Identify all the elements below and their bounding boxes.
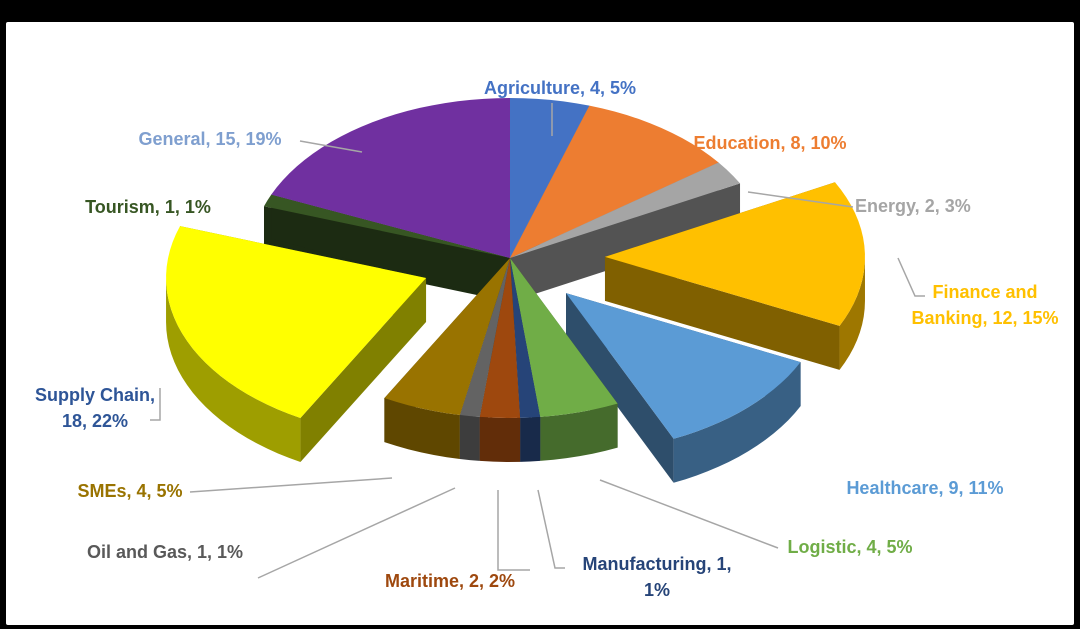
leader-line-maritime xyxy=(497,490,530,571)
leader-line-smes xyxy=(189,477,393,493)
slice-tourism xyxy=(264,194,510,258)
slice-wall-energy xyxy=(510,183,741,302)
slice-finance-and-banking xyxy=(604,182,865,326)
data-label-oil-and-gas: Oil and Gas, 1, 1% xyxy=(87,542,243,562)
data-label-general: General, 15, 19% xyxy=(138,129,281,149)
slice-wall-tourism xyxy=(271,194,510,302)
slice-rim-supply-chain xyxy=(166,277,301,463)
slice-wall-healthcare xyxy=(566,293,674,483)
slice-rim-oil-and-gas xyxy=(459,415,480,461)
data-label-smes: SMEs, 4, 5% xyxy=(77,481,182,501)
leader-line-logistic xyxy=(599,479,779,549)
slice-energy xyxy=(510,162,741,258)
slice-rim-smes xyxy=(384,398,460,460)
data-label-finance-and-banking: Finance and Banking, 12, 15% xyxy=(911,282,1058,328)
data-label-agriculture: Agriculture, 4, 5% xyxy=(484,78,636,98)
slice-rim-manufacturing xyxy=(520,416,541,462)
slice-wall-supply-chain xyxy=(300,277,427,463)
data-label-energy: Energy, 2, 3% xyxy=(855,196,971,216)
slice-smes xyxy=(384,258,510,416)
leader-line-manufacturing xyxy=(537,489,565,569)
slice-rim-maritime xyxy=(479,416,521,462)
data-label-education: Education, 8, 10% xyxy=(693,133,846,153)
data-label-supply-chain: Supply Chain, 18, 22% xyxy=(35,385,155,431)
slice-education xyxy=(510,105,719,258)
leader-line-general xyxy=(299,140,363,153)
slice-wall-finance-and-banking xyxy=(604,256,840,370)
slice-rim-logistic xyxy=(540,403,618,461)
slice-rim-finance-and-banking xyxy=(839,256,865,370)
leader-line-oil-and-gas xyxy=(257,487,456,579)
data-label-logistic: Logistic, 4, 5% xyxy=(787,537,912,557)
slice-supply-chain xyxy=(166,226,427,419)
data-label-tourism: Tourism, 1, 1% xyxy=(85,197,211,217)
leader-line-supply-chain xyxy=(150,388,161,421)
slice-rim-healthcare xyxy=(673,362,801,483)
slice-maritime xyxy=(479,258,521,418)
slice-manufacturing xyxy=(510,258,541,418)
slice-oil-and-gas xyxy=(459,258,510,417)
leader-line-finance-and-banking xyxy=(897,257,925,297)
leader-line-energy xyxy=(747,191,854,208)
slice-general xyxy=(271,98,510,258)
slice-healthcare xyxy=(566,293,801,439)
slice-agriculture xyxy=(510,98,590,258)
data-label-healthcare: Healthcare, 9, 11% xyxy=(846,478,1003,498)
slice-side-tourism xyxy=(264,194,510,302)
data-label-maritime: Maritime, 2, 2% xyxy=(385,571,515,591)
data-label-manufacturing: Manufacturing, 1, 1% xyxy=(582,554,731,600)
slice-logistic xyxy=(510,258,618,417)
